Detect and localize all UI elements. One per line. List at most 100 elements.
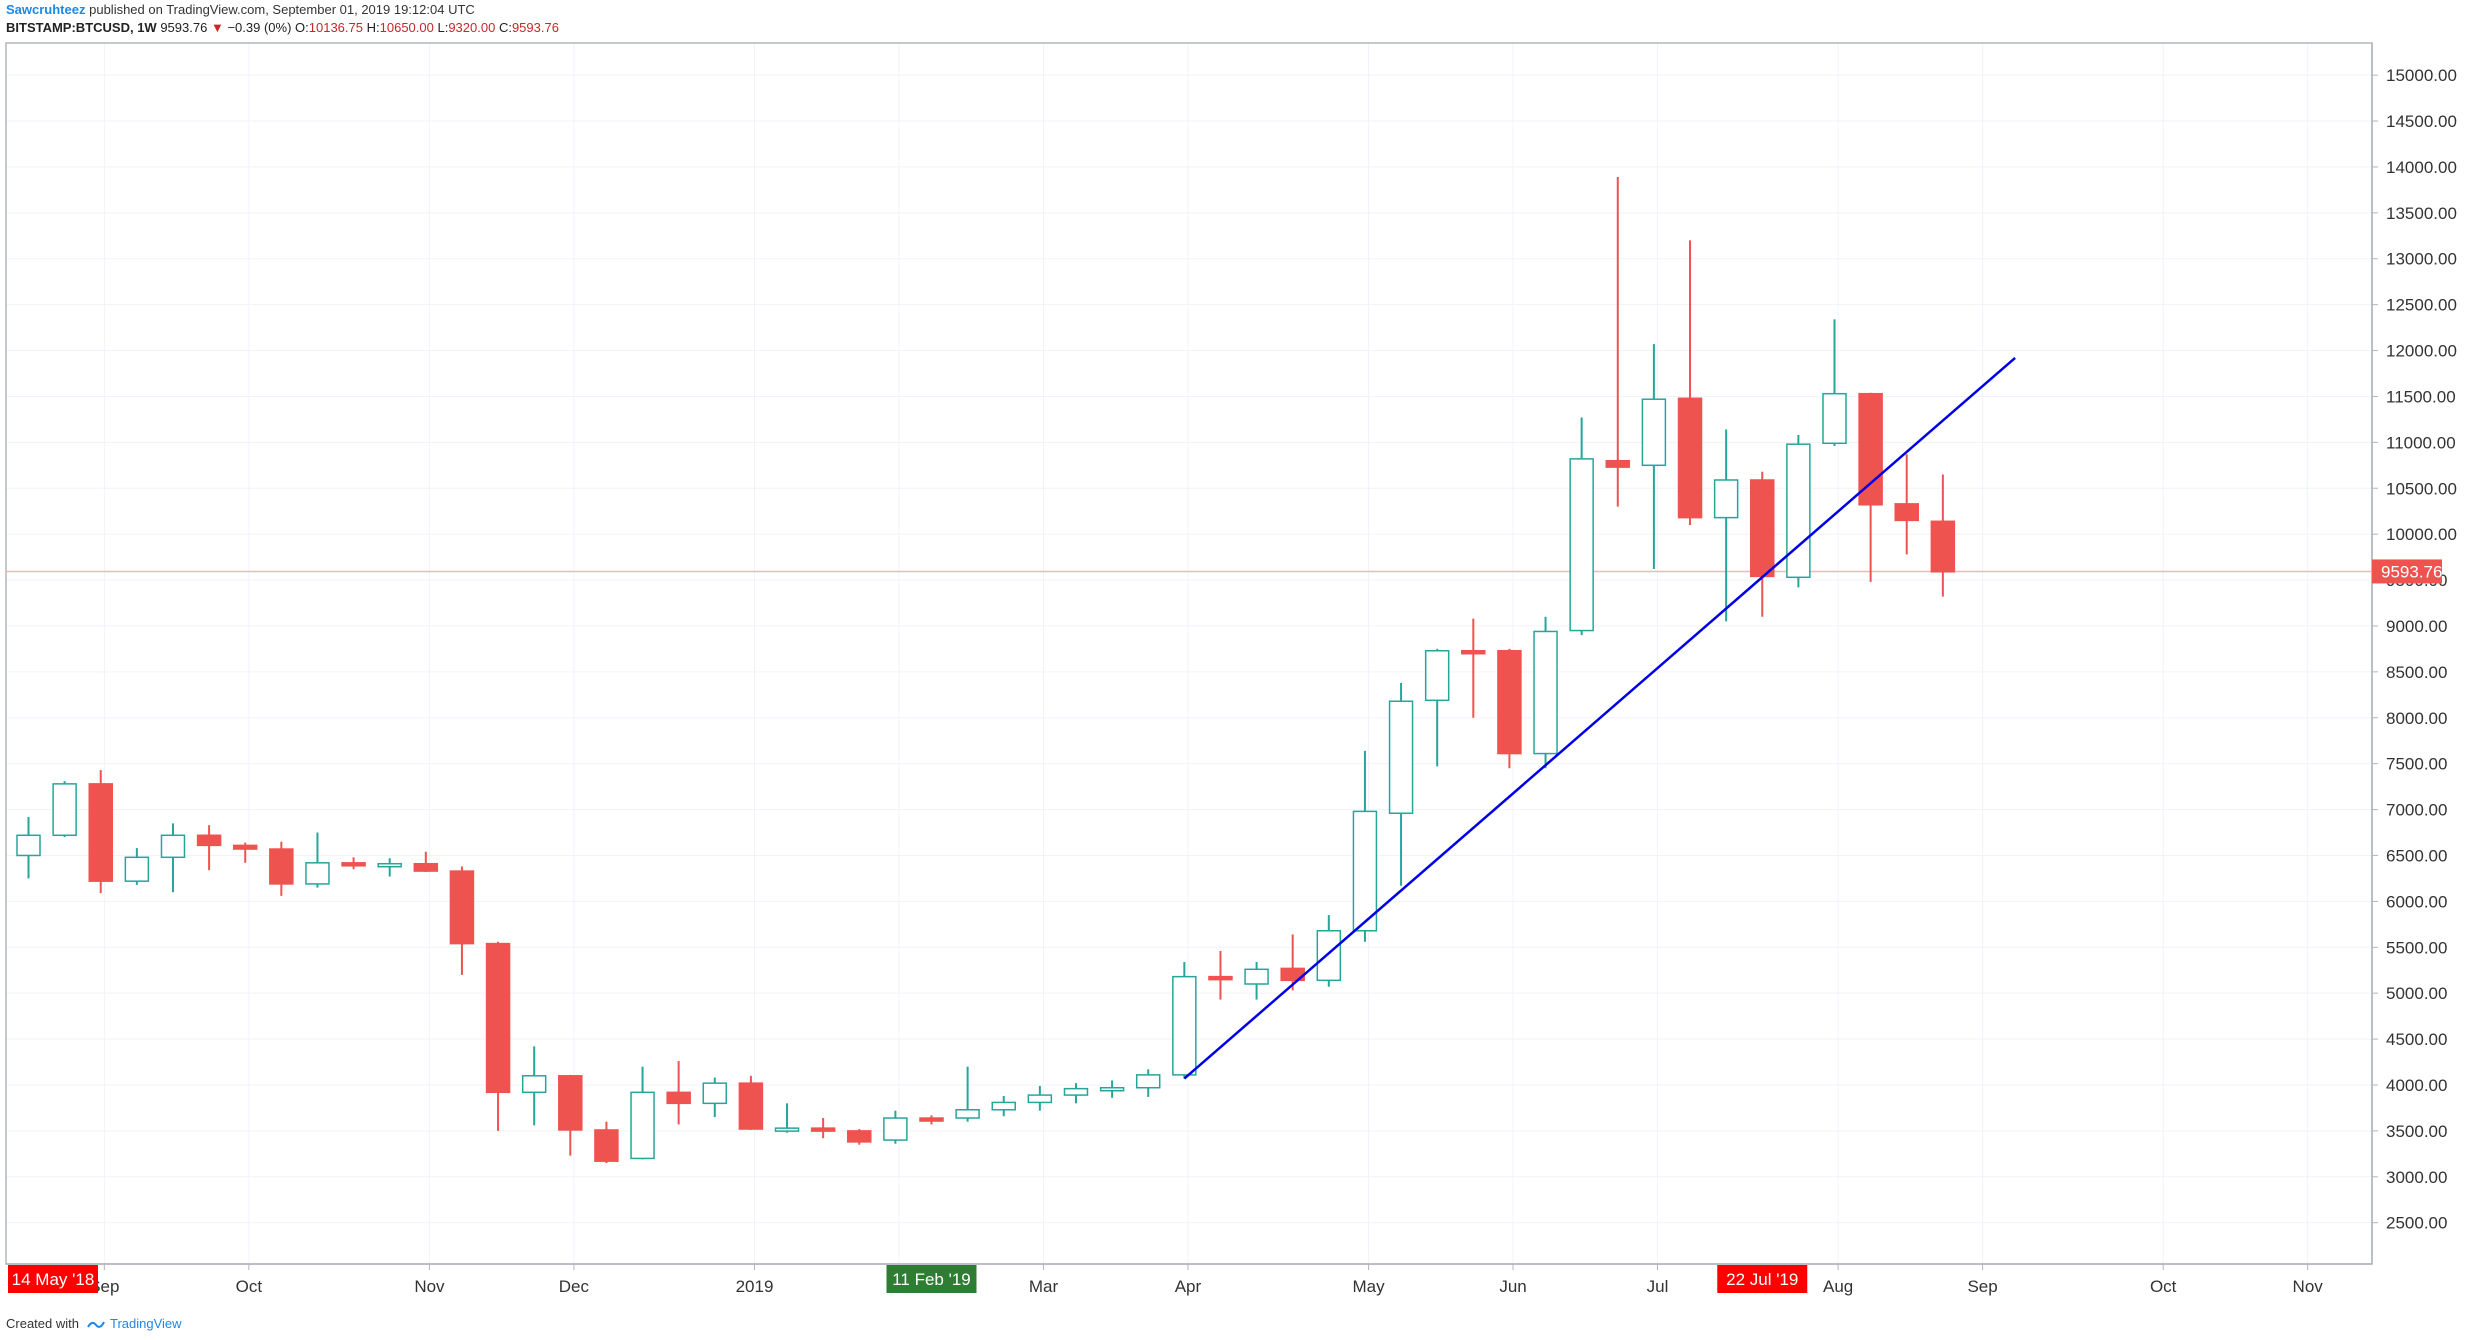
candle-bearish [847,1129,872,1145]
candle-bullish [1713,429,1739,622]
created-with-text: Created with [6,1316,79,1331]
y-tick-label: 6000.00 [2386,892,2447,911]
y-tick-label: 5000.00 [2386,984,2447,1003]
candle-bearish [810,1118,836,1139]
candle-bearish [1461,618,1486,718]
candle-bullish [1533,616,1558,769]
candle-body [738,1082,764,1130]
candle-bullish [1099,1080,1125,1098]
low-value: 9320.00 [448,20,496,35]
candle-body [196,834,222,847]
candle-body [558,1075,583,1131]
candle-bullish [521,1046,547,1126]
y-tick-label: 4500.00 [2386,1030,2447,1049]
candle-bearish [738,1075,764,1130]
y-tick-label: 7000.00 [2386,801,2447,820]
candle-body [1352,810,1378,932]
candle-body [1461,649,1486,655]
candle-bullish [1786,435,1811,588]
candle-bullish [52,781,77,838]
candle-body [1388,700,1414,814]
author-name[interactable]: Sawcruhteez [6,2,86,17]
grid [6,43,2372,1264]
x-tick-label: Sep [1967,1277,1997,1296]
candle-body [449,870,475,945]
candle-body [991,1101,1016,1111]
y-tick-label: 10500.00 [2386,479,2457,498]
candle-body [883,1117,908,1141]
y-tick-label: 6500.00 [2386,846,2447,865]
high-value: 10650.00 [379,20,434,35]
time-marker-label: 14 May '18 [12,1270,95,1289]
price-axis[interactable]: 15000.00 14500.00 14000.00 13500.00 13000.00… [2371,43,2457,1264]
candle-bullish [1822,319,1847,447]
candle-bullish [1172,961,1197,1079]
candle-body [1713,479,1739,519]
candle-body [1605,459,1631,468]
y-tick-label: 4000.00 [2386,1076,2447,1095]
y-tick-label: 8500.00 [2386,663,2447,682]
symbol-name: BITSTAMP:BTCUSD, 1W [6,20,157,35]
candle-bullish [1424,648,1450,767]
y-tick-label: 14500.00 [2386,112,2457,131]
candle-bearish [1750,471,1775,617]
candle-body [1894,503,1919,522]
candle-bearish [594,1121,619,1164]
candle-bearish [1894,454,1919,555]
candle-bearish [666,1061,691,1125]
candle-bullish [955,1066,980,1122]
candle-body [702,1082,728,1105]
low-label: L: [437,20,449,35]
candle-bullish [1569,417,1594,636]
candle-body [955,1109,980,1119]
y-tick-label: 15000.00 [2386,66,2457,85]
last-price-tag [2372,559,2442,584]
candle-bearish [232,842,258,863]
open-value: 10136.75 [308,20,363,35]
candle-body [919,1117,944,1122]
candle-body [1858,392,1883,506]
symbol-legend: BITSTAMP:BTCUSD, 1W 9593.76 ▼ −0.39 (0%)… [6,20,559,35]
candle-bullish [124,848,150,885]
time-marker-box [1717,1265,1808,1293]
candle-body [1027,1094,1053,1104]
open-label: O: [295,20,309,35]
candle-body [1135,1074,1161,1089]
candles [16,177,1956,1164]
footer-credit: Created with TradingView [6,1316,182,1331]
candle-body [1244,968,1269,985]
y-tick-label: 10000.00 [2386,525,2457,544]
trendline[interactable] [1183,356,2016,1080]
time-marker-label: 22 Jul '19 [1726,1270,1798,1289]
published-text: published on TradingView.com, September … [89,2,475,17]
tradingview-logo-icon [86,1321,105,1328]
candle-body [413,862,439,872]
candle-bullish [883,1110,908,1144]
candle-body [269,848,294,885]
y-tick-label: 7500.00 [2386,755,2447,774]
time-axis[interactable]: SepOctNovDec2019FMarAprMayJunJulAugSepOc… [6,1263,2372,1296]
candle-bearish [88,770,113,894]
x-tick-label: Mar [1029,1277,1059,1296]
tradingview-brand[interactable]: TradingView [110,1316,182,1331]
candle-bearish [1208,950,1233,1000]
candle-bullish [774,1103,800,1133]
y-tick-label: 8000.00 [2386,709,2447,728]
candle-bullish [1244,961,1269,1000]
candle-bullish [1388,682,1414,886]
candle-bullish [1352,750,1378,942]
candle-body [1930,520,1956,573]
y-tick-label: 13000.00 [2386,250,2457,269]
x-tick-label: Aug [1823,1277,1853,1296]
candle-bearish [558,1074,583,1156]
candle-body [232,844,258,850]
candle-bullish [305,832,330,888]
last-price: 9593.76 [160,20,208,35]
candle-bullish [702,1077,728,1118]
x-tick-label: Jul [1647,1277,1669,1296]
y-tick-label: 11000.00 [2386,433,2456,452]
candle-bullish [1063,1083,1089,1104]
candlestick-chart[interactable]: 15000.00 14500.00 14000.00 13500.00 13000.00… [0,0,2468,1310]
candle-body [810,1127,836,1132]
candle-bullish [377,858,402,877]
